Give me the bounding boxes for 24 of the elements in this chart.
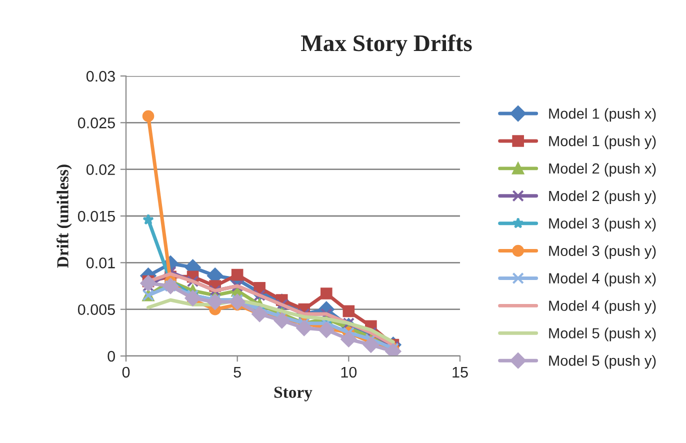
y-tick-label: 0.005 [78, 304, 115, 316]
x-axis-title: Story [274, 386, 312, 402]
y-tick-label: 0 [108, 350, 115, 362]
y-tick-label: 0.025 [78, 118, 115, 128]
legend-label: Model 1 (push y) [549, 136, 656, 150]
x-tick-label: 10 [341, 366, 357, 378]
legend-label: Model 4 (push y) [549, 300, 656, 314]
legend-label: Model 5 (push x) [549, 328, 656, 342]
legend-label: Model 1 (push x) [549, 108, 656, 122]
x-tick-label: 5 [234, 366, 241, 378]
legend-label: Model 5 (push y) [549, 355, 656, 369]
x-tick-label: 15 [452, 366, 468, 378]
legend-label: Model 3 (push x) [549, 218, 656, 232]
legend-label: Model 2 (push x) [549, 162, 656, 177]
y-axis-title: Drift (unitless) [56, 164, 72, 268]
chart-title: Max Story Drifts [301, 34, 472, 56]
legend-label: Model 4 (push x) [549, 272, 656, 286]
legend-label: Model 3 (push y) [549, 245, 656, 259]
y-tick-label: 0.01 [86, 258, 115, 268]
y-tick-label: 0.02 [86, 164, 115, 176]
y-tick-label: 0.015 [78, 210, 115, 222]
y-tick-label: 0.03 [86, 70, 115, 82]
legend-label: Model 2 (push y) [549, 190, 656, 204]
x-tick-label: 0 [122, 366, 130, 378]
